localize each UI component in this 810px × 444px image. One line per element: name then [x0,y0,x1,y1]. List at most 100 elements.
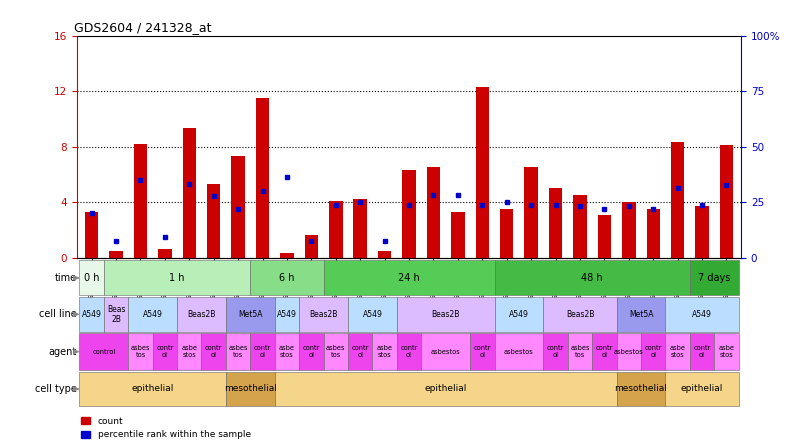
Bar [646,209,660,258]
Text: asbe
stos: asbe stos [670,345,685,358]
Text: Beas2B: Beas2B [566,310,595,319]
Text: asbe
stos: asbe stos [377,345,393,358]
Text: contr
ol: contr ol [474,345,491,358]
Text: control: control [92,349,116,355]
Text: asbes
tos: asbes tos [130,345,150,358]
Bar [714,333,739,370]
Bar [182,128,196,258]
Text: A549: A549 [509,310,529,319]
Text: asbes
tos: asbes tos [228,345,248,358]
Bar [275,297,299,332]
Text: 6 h: 6 h [279,273,295,283]
Bar [573,195,586,258]
Text: A549: A549 [277,310,297,319]
Bar [323,333,348,370]
Bar [495,261,690,295]
Bar [226,372,275,406]
Bar [104,261,250,295]
Text: asbe
stos: asbe stos [181,345,198,358]
Bar [250,261,323,295]
Text: GDS2604 / 241328_at: GDS2604 / 241328_at [74,21,211,34]
Text: 7 days: 7 days [698,273,731,283]
Bar [549,188,562,258]
Text: contr
ol: contr ol [205,345,223,358]
Text: contr
ol: contr ol [693,345,710,358]
Text: 48 h: 48 h [582,273,603,283]
Text: asbestos: asbestos [614,349,644,355]
Bar [134,144,147,258]
Text: 1 h: 1 h [169,273,185,283]
Bar [397,333,421,370]
Bar [299,297,348,332]
Bar [226,297,275,332]
Bar [666,297,739,332]
Bar [616,333,641,370]
Bar [85,212,98,258]
Text: contr
ol: contr ol [156,345,173,358]
Bar [232,156,245,258]
Bar [500,209,514,258]
Bar [495,297,544,332]
Bar [275,333,299,370]
Text: asbestos: asbestos [431,349,461,355]
Text: contr
ol: contr ol [595,345,613,358]
Text: cell type: cell type [35,384,76,394]
Bar [622,202,636,258]
Bar [524,167,538,258]
Text: mesothelial: mesothelial [224,385,277,393]
Bar [152,333,177,370]
Text: asbes
tos: asbes tos [570,345,590,358]
Bar [495,333,544,370]
Text: contr
ol: contr ol [645,345,662,358]
Bar [128,297,177,332]
Bar [592,333,616,370]
Bar [641,333,666,370]
Bar [690,261,739,295]
Bar [475,87,489,258]
Text: Met5A: Met5A [238,310,262,319]
Bar [202,333,226,370]
Bar [348,297,397,332]
Text: A549: A549 [692,310,712,319]
Bar [671,143,684,258]
Text: asbestos: asbestos [504,349,534,355]
Bar [427,167,440,258]
Text: contr
ol: contr ol [400,345,418,358]
Bar [275,372,616,406]
Bar [158,249,172,258]
Text: contr
ol: contr ol [303,345,320,358]
Text: time: time [54,273,76,283]
Text: Beas
2B: Beas 2B [107,305,126,324]
Bar [299,333,323,370]
Legend: count, percentile rank within the sample: count, percentile rank within the sample [82,417,251,440]
Text: 24 h: 24 h [399,273,420,283]
Bar [666,372,739,406]
Text: A549: A549 [363,310,382,319]
Text: contr
ol: contr ol [254,345,271,358]
Text: A549: A549 [82,310,101,319]
Text: asbe
stos: asbe stos [279,345,295,358]
Bar [329,201,343,258]
Bar [79,297,104,332]
Bar [544,333,568,370]
Bar [695,206,709,258]
Text: epithelial: epithelial [131,385,174,393]
Bar [128,333,152,370]
Text: epithelial: epithelial [424,385,467,393]
Bar [348,333,373,370]
Text: mesothelial: mesothelial [615,385,667,393]
Text: contr
ol: contr ol [352,345,369,358]
Text: Beas2B: Beas2B [309,310,338,319]
Text: A549: A549 [143,310,163,319]
Bar [79,333,128,370]
Text: Beas2B: Beas2B [187,310,215,319]
Bar [397,297,495,332]
Text: Met5A: Met5A [629,310,654,319]
Bar [378,250,391,258]
Bar [280,254,294,258]
Bar [305,235,318,258]
Bar [353,199,367,258]
Bar [207,184,220,258]
Bar [104,297,128,332]
Bar [616,372,666,406]
